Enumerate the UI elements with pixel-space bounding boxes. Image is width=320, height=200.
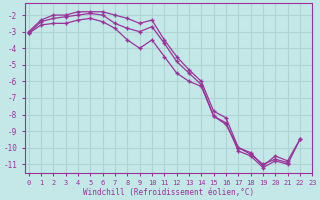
X-axis label: Windchill (Refroidissement éolien,°C): Windchill (Refroidissement éolien,°C) — [83, 188, 254, 197]
